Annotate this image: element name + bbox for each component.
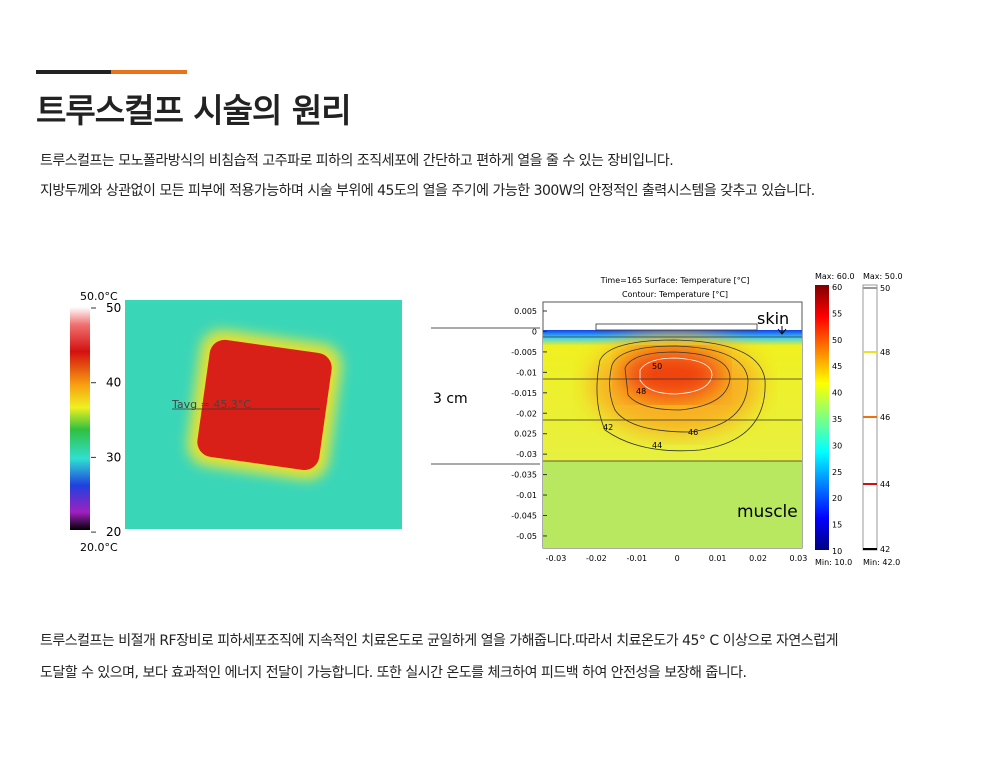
colorbar-max: Max: 50.0 xyxy=(863,272,903,281)
sim-title: Time=165 Surface: Temperature [°C] xyxy=(600,276,750,285)
sim-title: Contour: Temperature [°C] xyxy=(622,290,728,299)
colorbar-tick: 25 xyxy=(832,468,842,477)
x-tick-label: -0.02 xyxy=(586,554,607,563)
surface-colorbar xyxy=(815,285,829,550)
thermal-max: 50.0°C xyxy=(80,290,118,303)
scale-label: 20 xyxy=(106,525,121,539)
colorbar-tick: 45 xyxy=(832,362,842,371)
colorbar-tick: 50 xyxy=(832,336,842,345)
muscle-label: muscle xyxy=(737,502,798,522)
colorbar-tick: 30 xyxy=(832,441,842,450)
y-tick-label: 0 xyxy=(532,327,537,336)
y-tick-label: -0.045 xyxy=(511,512,537,521)
scale-label: 50 xyxy=(106,301,121,315)
contour-label: 44 xyxy=(652,441,662,450)
x-tick-label: -0.03 xyxy=(546,554,567,563)
colorbar-tick: 10 xyxy=(832,547,842,556)
colorbar-tick: 50 xyxy=(880,284,890,293)
y-tick-label: -0.05 xyxy=(516,532,537,541)
colorbar-tick: 40 xyxy=(832,389,842,398)
contour-label: 50 xyxy=(652,362,662,371)
colorbar-tick: 55 xyxy=(832,309,842,318)
colorbar-tick: 20 xyxy=(832,494,842,503)
colorbar-tick: 35 xyxy=(832,415,842,424)
thermal-min: 20.0°C xyxy=(80,541,118,554)
colorbar-tick: 44 xyxy=(880,480,890,489)
thermal-colorbar xyxy=(70,307,90,530)
title: 트루스컬프 시술의 원리 xyxy=(36,91,352,130)
y-tick-label: -0.01 xyxy=(516,368,537,377)
layer-lines xyxy=(543,336,802,462)
colorbar-tick: 42 xyxy=(880,545,890,554)
electrode xyxy=(595,323,758,331)
y-tick-label: -0.02 xyxy=(516,409,537,418)
scale-label: 40 xyxy=(106,376,121,390)
colorbar-tick: 15 xyxy=(832,521,842,530)
intro-line: 트루스컬프는 모노폴라방식의 비침습적 고주파로 피하의 조직세포에 간단하고 … xyxy=(40,153,674,169)
y-tick-label: -0.005 xyxy=(511,348,537,357)
y-tick-label: 0.005 xyxy=(514,307,537,316)
y-tick-label: -0.015 xyxy=(511,389,537,398)
colorbar-min: Min: 10.0 xyxy=(815,558,852,567)
colorbar-min: Min: 42.0 xyxy=(863,558,900,567)
scale-label: 30 xyxy=(106,450,121,464)
colorbar-tick: 60 xyxy=(832,283,842,292)
colorbar-tick: 48 xyxy=(880,348,890,357)
contour-label: 48 xyxy=(636,387,646,396)
footer-line: 트루스컬프는 비절개 RF장비로 피하세포조직에 지속적인 치료온도로 균일하게… xyxy=(40,633,838,649)
y-tick-label: -0.03 xyxy=(516,450,537,459)
muscle-layer xyxy=(543,461,802,548)
y-tick-label: 0.025 xyxy=(514,430,537,439)
x-tick-label: 0.03 xyxy=(789,554,807,563)
x-tick-label: 0 xyxy=(675,554,680,563)
thermal-annotation: Tavg = 45.3°C xyxy=(171,398,251,411)
depth-label: 3 cm xyxy=(433,391,468,407)
y-tick-label: -0.01 xyxy=(516,491,537,500)
x-tick-label: -0.01 xyxy=(626,554,647,563)
title-bar-accent xyxy=(111,70,187,74)
skin-label: skin xyxy=(757,309,789,328)
contours xyxy=(596,339,766,452)
x-tick-label: 0.02 xyxy=(749,554,767,563)
x-tick-label: 0.01 xyxy=(709,554,727,563)
contour-label: 42 xyxy=(603,423,613,432)
title-bar xyxy=(36,70,111,74)
footer-line: 도달할 수 있으며, 보다 효과적인 에너지 전달이 가능합니다. 또한 실시간… xyxy=(40,665,747,681)
y-tick-label: -0.035 xyxy=(511,471,537,480)
thermal-hotspot xyxy=(185,328,344,482)
intro-line: 지방두께와 상관없이 모든 피부에 적용가능하며 시술 부위에 45도의 열을 … xyxy=(40,183,815,199)
colorbar-max: Max: 60.0 xyxy=(815,272,855,281)
contour-label: 46 xyxy=(688,428,698,437)
skin-arrow xyxy=(777,326,787,335)
colorbar-tick: 46 xyxy=(880,413,890,422)
